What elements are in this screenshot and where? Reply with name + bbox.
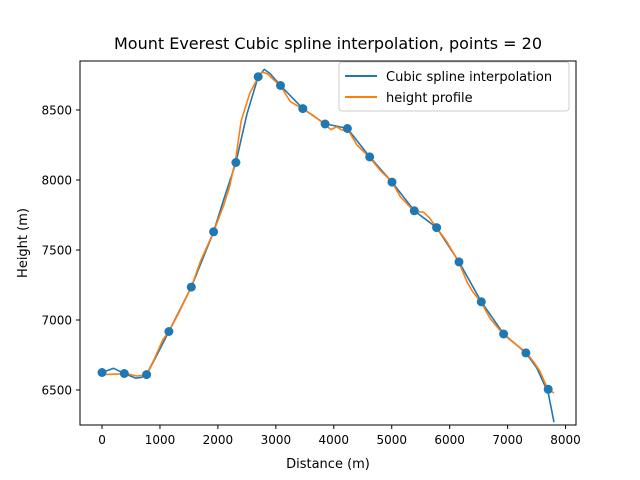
data-point	[231, 158, 241, 167]
axes: 0 1000 2000 3000 4000 5000 6000 7000 8000 6500 700…	[41, 60, 581, 447]
legend-frame	[338, 61, 570, 112]
data-point	[454, 257, 464, 267]
x-tick-label: 4000	[319, 433, 350, 447]
data-point	[209, 227, 219, 237]
data-point	[365, 152, 375, 162]
data-point	[320, 119, 330, 129]
plot-area	[97, 68, 555, 423]
data-point	[342, 124, 352, 133]
axes-frame	[79, 60, 577, 426]
x-tick-label: 8000	[550, 433, 581, 447]
legend-label-profile: height profile	[386, 91, 473, 106]
x-tick-label: 7000	[492, 433, 523, 447]
series-line-profile	[101, 71, 555, 394]
data-point	[543, 384, 553, 394]
chart-title: Mount Everest Cubic spline interpolation…	[114, 34, 542, 53]
y-tick-label: 8000	[41, 174, 72, 188]
y-tick-label: 7500	[41, 244, 72, 258]
data-point	[387, 177, 397, 187]
data-point	[432, 223, 442, 233]
data-point	[276, 81, 285, 90]
x-tick-label: 1000	[145, 433, 176, 447]
legend-label-spline: Cubic spline interpolation	[386, 70, 552, 85]
data-point	[186, 282, 196, 292]
y-tick-label: 8500	[41, 104, 72, 118]
y-tick-label: 6500	[41, 384, 72, 398]
data-point	[521, 348, 531, 358]
data-point	[119, 369, 129, 378]
data-point	[142, 370, 152, 380]
x-tick-label: 5000	[376, 433, 407, 447]
x-tick-label: 6000	[434, 433, 465, 447]
data-point	[409, 206, 419, 216]
y-axis-label: Height (m)	[16, 208, 31, 278]
x-tick-label: 3000	[261, 433, 292, 447]
data-point	[253, 72, 263, 82]
x-tick-label: 2000	[203, 433, 234, 447]
data-point	[97, 368, 107, 377]
data-point	[164, 327, 174, 336]
x-tick-label: 0	[98, 433, 106, 447]
data-point	[476, 297, 486, 307]
y-tick-label: 7000	[41, 314, 72, 328]
legend: Cubic spline interpolation height profil…	[338, 61, 570, 112]
data-point	[499, 329, 509, 339]
data-point	[298, 104, 308, 114]
x-axis-label: Distance (m)	[286, 457, 370, 472]
